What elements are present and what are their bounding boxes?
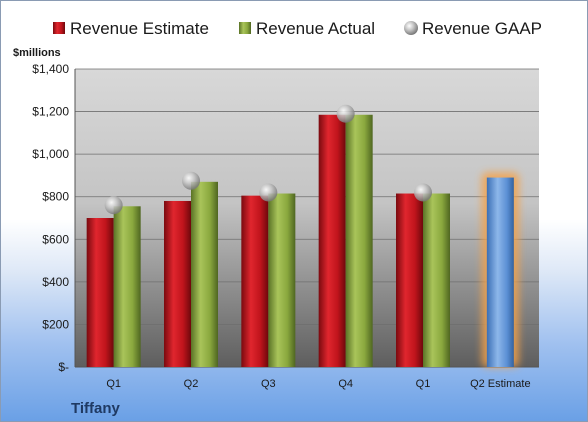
x-tick-label: Q1: [106, 378, 121, 390]
legend-swatch: [404, 21, 418, 35]
legend-swatch: [53, 22, 65, 34]
legend-label: Revenue Actual: [256, 19, 375, 38]
bar-revenue-estimate: [396, 193, 423, 367]
bar-revenue-actual: [345, 114, 373, 367]
y-tick-label: $-: [58, 360, 69, 374]
legend-item: Revenue Estimate: [53, 19, 209, 38]
marker-revenue-gaap: [414, 183, 432, 202]
y-tick-label: $1,000: [32, 147, 69, 161]
legend-label: Revenue GAAP: [422, 19, 542, 38]
legend-label: Revenue Estimate: [70, 19, 209, 38]
x-tick-label: Q1: [416, 378, 431, 390]
x-tick-label: Q2: [184, 378, 199, 390]
y-tick-label: $400: [42, 275, 69, 289]
bar-revenue-estimate: [241, 195, 269, 367]
chart-legend: Revenue Estimate Revenue Actual Revenue GA…: [53, 19, 542, 38]
y-tick-label: $800: [42, 190, 69, 204]
x-tick-label: Q4: [338, 378, 353, 390]
marker-revenue-gaap: [104, 196, 123, 215]
y-unit-label: $millions: [13, 47, 61, 59]
legend-item: Revenue Actual: [239, 19, 375, 38]
marker-revenue-gaap: [336, 104, 355, 123]
marker-revenue-gaap: [259, 183, 278, 202]
bar-revenue-estimate: [86, 218, 114, 367]
marker-revenue-gaap: [182, 171, 200, 190]
x-tick-label: Q2 Estimate: [470, 378, 531, 390]
legend-swatch: [239, 22, 251, 34]
plot-area: [75, 69, 539, 367]
y-tick-label: $200: [42, 317, 69, 331]
y-tick-label: $1,400: [32, 62, 69, 76]
bar-revenue-estimate: [164, 200, 191, 367]
bar-revenue-actual: [423, 193, 450, 367]
company-name: Tiffany: [71, 400, 121, 417]
bar-revenue-actual: [268, 193, 296, 367]
x-tick-label: Q3: [261, 378, 276, 390]
bar-revenue-actual: [191, 181, 218, 367]
bar-revenue-estimate: [318, 114, 346, 367]
legend-item: Revenue GAAP: [404, 19, 542, 38]
y-tick-label: $600: [42, 232, 69, 246]
bar-revenue-actual: [113, 206, 141, 367]
y-tick-label: $1,200: [32, 105, 69, 119]
bar-q2-estimate: [486, 177, 514, 367]
